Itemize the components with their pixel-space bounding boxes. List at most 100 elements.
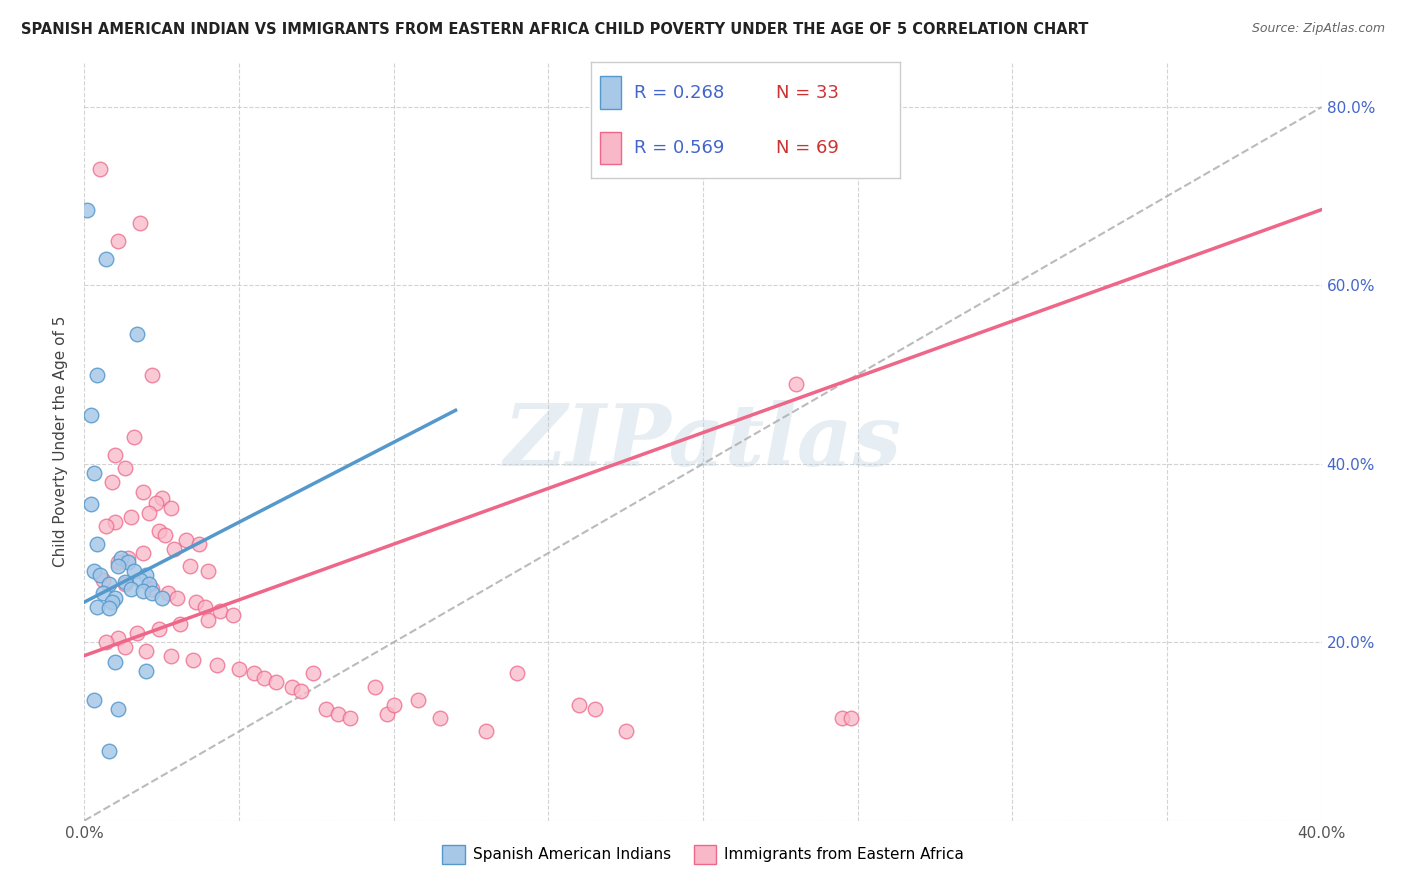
Point (104, 655, 127, 669)
Point (568, 698, 591, 712)
Point (166, 591, 188, 605)
Point (94, 252, 117, 266)
Point (187, 537, 209, 551)
Text: Source: ZipAtlas.com: Source: ZipAtlas.com (1251, 22, 1385, 36)
Point (290, 684, 312, 698)
Point (132, 583, 155, 598)
Point (79, 408, 101, 422)
Point (315, 702, 337, 716)
Point (197, 613, 219, 627)
Point (141, 586, 163, 600)
Point (107, 555, 129, 569)
Point (153, 528, 176, 542)
Point (125, 327, 148, 342)
Point (138, 506, 160, 520)
Point (160, 501, 183, 516)
Point (209, 604, 232, 618)
Point (181, 653, 204, 667)
Point (429, 711, 451, 725)
Point (76, 202, 98, 217)
Point (132, 546, 155, 560)
Point (364, 680, 387, 694)
Point (184, 595, 207, 609)
Point (831, 711, 853, 725)
Point (98, 601, 121, 615)
Point (104, 515, 127, 529)
Point (94, 519, 117, 533)
Point (475, 724, 498, 739)
Point (125, 626, 148, 640)
Point (117, 550, 139, 565)
Point (114, 461, 136, 475)
Point (207, 657, 229, 672)
Point (98, 577, 121, 591)
Point (86, 599, 108, 614)
Point (122, 564, 145, 578)
Point (89, 162, 111, 177)
Point (89, 568, 111, 582)
Point (91, 573, 114, 587)
Point (91, 586, 114, 600)
Point (264, 675, 287, 690)
Point (339, 711, 361, 725)
Point (506, 666, 529, 681)
Point (141, 582, 163, 596)
Point (107, 234, 129, 248)
Point (120, 582, 142, 596)
Point (163, 541, 186, 556)
Bar (600, 132, 621, 164)
Point (150, 491, 173, 505)
Point (614, 724, 637, 739)
Point (176, 533, 198, 547)
Point (583, 702, 606, 716)
Point (326, 706, 349, 721)
Point (129, 216, 152, 230)
Point (169, 617, 191, 632)
Point (83, 693, 105, 707)
Point (382, 698, 405, 712)
Text: N = 69: N = 69 (776, 139, 839, 157)
Point (107, 559, 129, 574)
Point (197, 564, 219, 578)
Point (122, 430, 145, 444)
Point (156, 586, 179, 600)
Point (132, 485, 155, 500)
Point (101, 595, 124, 609)
Point (222, 608, 245, 623)
Point (179, 559, 201, 574)
Text: ZIPatlas: ZIPatlas (503, 400, 903, 483)
Point (79, 497, 101, 511)
Point (145, 496, 167, 510)
Point (120, 510, 142, 524)
Text: R = 0.569: R = 0.569 (634, 139, 724, 157)
Point (114, 577, 136, 591)
Legend: Spanish American Indians, Immigrants from Eastern Africa: Spanish American Indians, Immigrants fro… (436, 839, 970, 870)
Point (841, 711, 863, 725)
Point (302, 666, 325, 681)
Point (408, 693, 430, 707)
Point (129, 573, 152, 587)
Point (117, 555, 139, 569)
Point (148, 622, 170, 636)
Point (280, 680, 302, 694)
Point (83, 564, 105, 578)
Point (86, 368, 108, 382)
Point (104, 448, 127, 462)
Point (194, 599, 217, 614)
Text: R = 0.268: R = 0.268 (634, 84, 724, 102)
Point (135, 644, 157, 658)
Point (94, 635, 117, 649)
Point (83, 466, 105, 480)
Point (148, 524, 170, 538)
Text: SPANISH AMERICAN INDIAN VS IMMIGRANTS FROM EASTERN AFRICA CHILD POVERTY UNDER TH: SPANISH AMERICAN INDIAN VS IMMIGRANTS FR… (21, 22, 1088, 37)
Point (160, 648, 183, 663)
Point (141, 368, 163, 382)
Point (110, 550, 132, 565)
Y-axis label: Child Poverty Under the Age of 5: Child Poverty Under the Age of 5 (53, 316, 69, 567)
Point (101, 475, 124, 489)
Point (107, 702, 129, 716)
Point (114, 574, 136, 589)
Point (107, 631, 129, 645)
Bar (600, 77, 621, 109)
Point (138, 577, 160, 591)
